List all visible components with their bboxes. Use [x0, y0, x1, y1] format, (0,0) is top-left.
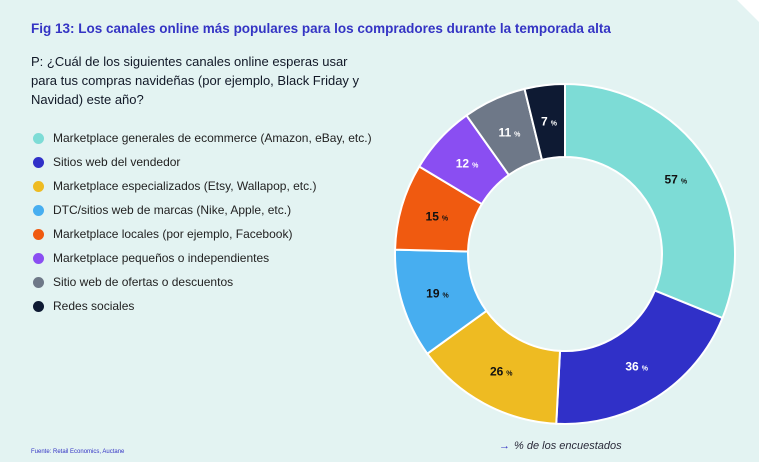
legend-item: Sitio web de ofertas o descuentos: [33, 270, 372, 294]
legend-swatch: [33, 180, 44, 192]
figure-title: Fig 13: Los canales online más populares…: [31, 21, 611, 36]
legend-item: Marketplace especializados (Etsy, Wallap…: [33, 174, 372, 198]
legend-label: Sitios web del vendedor: [53, 155, 181, 169]
donut-slice: [555, 289, 724, 425]
corner-accent: [737, 0, 759, 22]
slice-value-label: 15%: [426, 210, 449, 224]
legend-label: Marketplace locales (por ejemplo, Facebo…: [53, 227, 293, 241]
legend-swatch: [33, 132, 44, 144]
legend-label: Marketplace generales de ecommerce (Amaz…: [53, 131, 372, 145]
legend-item: DTC/sitios web de marcas (Nike, Apple, e…: [33, 198, 372, 222]
slice-value-label: 12%: [456, 156, 479, 170]
legend-swatch: [33, 252, 44, 264]
legend-label: DTC/sitios web de marcas (Nike, Apple, e…: [53, 203, 292, 217]
survey-question: P: ¿Cuál de los siguientes canales onlin…: [31, 54, 360, 107]
legend-swatch: [33, 228, 44, 240]
legend-swatch: [33, 300, 44, 312]
legend-swatch: [33, 204, 44, 216]
legend-item: Marketplace pequeños o independientes: [33, 246, 372, 270]
legend-swatch: [33, 276, 44, 288]
legend-item: Sitios web del vendedor: [33, 150, 372, 174]
slice-value-label: 7%: [541, 114, 558, 128]
legend-label: Marketplace pequeños o independientes: [53, 251, 270, 265]
legend-label: Sitio web de ofertas o descuentos: [53, 275, 234, 289]
slice-value-label: 57%: [664, 172, 687, 186]
legend-swatch: [33, 156, 44, 168]
slice-value-label: 26%: [490, 364, 513, 378]
unit-note: → % de los encuestados: [499, 440, 622, 452]
legend-item: Marketplace generales de ecommerce (Amaz…: [33, 126, 372, 150]
legend-item: Marketplace locales (por ejemplo, Facebo…: [33, 222, 372, 246]
donut-slice: [523, 82, 566, 161]
legend-label: Redes sociales: [53, 299, 135, 313]
chart-legend: Marketplace generales de ecommerce (Amaz…: [33, 126, 372, 318]
unit-note-text: % de los encuestados: [514, 440, 622, 452]
source-note: Fuente: Retail Economics, Auctane: [31, 449, 125, 455]
legend-label: Marketplace especializados (Etsy, Wallap…: [53, 179, 317, 193]
slice-value-label: 36%: [625, 360, 648, 374]
arrow-icon: →: [499, 440, 510, 452]
donut-slice: [564, 82, 736, 320]
slice-value-label: 11%: [498, 126, 521, 140]
slice-value-label: 19%: [426, 287, 449, 301]
legend-item: Redes sociales: [33, 294, 372, 318]
